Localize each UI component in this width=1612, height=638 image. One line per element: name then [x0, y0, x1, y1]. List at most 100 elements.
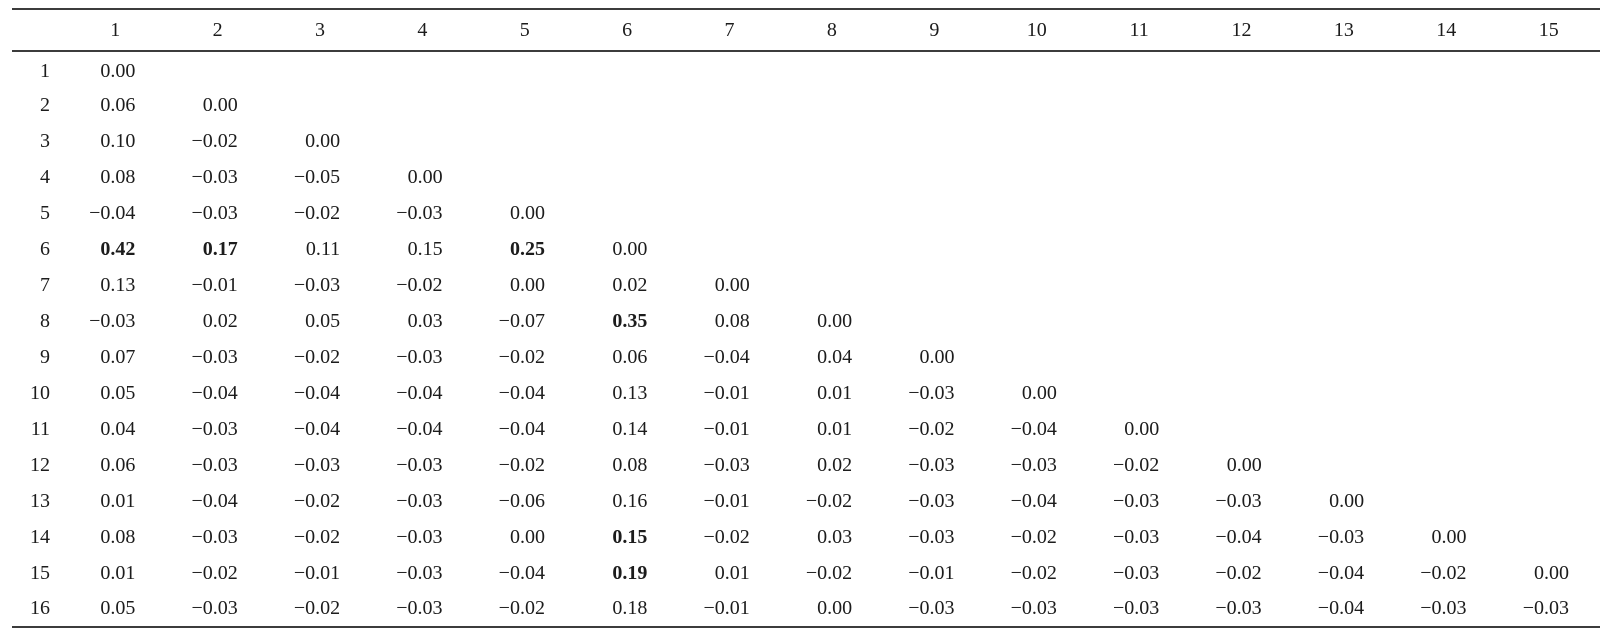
empty-cell — [1190, 159, 1292, 195]
matrix-cell: 0.13 — [100, 273, 136, 296]
table-row: 8 −0.03 0.02 0.05 0.03 −0.07 0.35 0.08 0.00 — [12, 303, 1600, 339]
row-label: 7 — [40, 273, 50, 296]
empty-cell — [1395, 267, 1497, 303]
empty-cell — [781, 123, 883, 159]
matrix-cell: 0.05 — [100, 597, 136, 619]
matrix-cell: −0.03 — [396, 525, 443, 548]
matrix-cell: 0.08 — [714, 309, 750, 332]
empty-cell — [1395, 231, 1497, 267]
matrix-cell: −0.03 — [908, 525, 955, 548]
empty-cell — [678, 159, 780, 195]
empty-cell — [883, 123, 985, 159]
table-body: 1 0.00 2 0.06 0.00 3 0.10 −0.02 0.00 4 0.08 −0.03 −0… — [12, 51, 1600, 627]
matrix-cell: 0.19 — [612, 561, 648, 584]
matrix-cell: −0.02 — [703, 525, 750, 548]
matrix-cell: −0.02 — [805, 561, 853, 584]
empty-cell — [1293, 159, 1395, 195]
row-label: 1 — [40, 60, 50, 82]
matrix-cell: −0.04 — [293, 417, 341, 440]
matrix-cell: 0.05 — [305, 309, 341, 332]
empty-cell — [781, 231, 883, 267]
empty-cell — [474, 87, 576, 123]
matrix-cell: −0.02 — [498, 453, 545, 476]
matrix-cell: −0.03 — [1113, 597, 1160, 619]
matrix-cell: −0.03 — [1113, 525, 1160, 548]
matrix-cell: −0.04 — [1317, 597, 1365, 619]
empty-cell — [1293, 231, 1395, 267]
table-row: 5 −0.04 −0.03 −0.02 −0.03 0.00 — [12, 195, 1600, 231]
empty-cell — [1088, 339, 1190, 375]
column-header: 3 — [268, 9, 372, 52]
column-header: 14 — [1395, 9, 1498, 52]
matrix-cell: −0.03 — [293, 453, 341, 476]
matrix-cell: −0.04 — [89, 201, 136, 224]
empty-cell — [986, 123, 1088, 159]
matrix-cell: 0.35 — [612, 309, 648, 332]
empty-cell — [1190, 231, 1292, 267]
empty-cell — [1088, 195, 1190, 231]
table-row: 14 0.08 −0.03 −0.02 −0.03 0.00 0.15 −0.02 0.03 −0… — [12, 519, 1600, 555]
matrix-cell: 0.02 — [612, 273, 648, 296]
matrix-cell: 0.11 — [305, 237, 341, 260]
empty-cell — [474, 51, 576, 87]
matrix-cell: 0.00 — [509, 525, 545, 548]
matrix-cell: 0.01 — [100, 489, 136, 512]
matrix-cell: −0.04 — [396, 417, 443, 440]
matrix-cell: −0.04 — [396, 381, 443, 404]
empty-cell — [781, 159, 883, 195]
matrix-cell: −0.05 — [293, 165, 341, 188]
matrix-cell: 0.17 — [202, 237, 238, 260]
matrix-cell: −0.03 — [703, 453, 750, 476]
empty-cell — [1497, 267, 1600, 303]
matrix-cell: −0.02 — [396, 273, 443, 296]
empty-cell — [1088, 51, 1190, 87]
empty-cell — [883, 231, 985, 267]
row-label: 3 — [40, 129, 50, 152]
empty-cell — [986, 87, 1088, 123]
matrix-cell: 0.02 — [817, 453, 853, 476]
matrix-cell: −0.03 — [191, 597, 238, 619]
empty-cell — [1497, 303, 1600, 339]
empty-cell — [986, 159, 1088, 195]
matrix-cell: −0.03 — [191, 201, 238, 224]
matrix-cell: −0.03 — [293, 273, 341, 296]
matrix-cell: −0.01 — [703, 597, 750, 619]
matrix-cell: −0.04 — [498, 561, 545, 584]
matrix-cell: 0.00 — [305, 129, 341, 152]
matrix-cell: −0.04 — [498, 381, 545, 404]
empty-cell — [1497, 195, 1600, 231]
empty-cell — [1190, 267, 1292, 303]
column-header: 9 — [883, 9, 986, 52]
column-header: 12 — [1190, 9, 1293, 52]
empty-cell — [1190, 339, 1292, 375]
matrix-cell: −0.03 — [1317, 525, 1365, 548]
table-row: 7 0.13 −0.01 −0.03 −0.02 0.00 0.02 0.00 — [12, 267, 1600, 303]
matrix-cell: 0.05 — [100, 381, 136, 404]
matrix-cell: −0.01 — [908, 561, 955, 584]
matrix-cell: 0.00 — [407, 165, 443, 188]
corner-cell — [12, 9, 64, 52]
matrix-cell: −0.07 — [498, 309, 545, 332]
empty-cell — [1190, 195, 1292, 231]
matrix-cell: −0.03 — [396, 345, 443, 368]
matrix-cell: 0.15 — [612, 525, 648, 548]
empty-cell — [883, 87, 985, 123]
matrix-cell: −0.02 — [293, 489, 341, 512]
row-label: 6 — [40, 237, 50, 260]
empty-cell — [1395, 447, 1497, 483]
column-header: 10 — [985, 9, 1088, 52]
table-row: 11 0.04 −0.03 −0.04 −0.04 −0.04 0.14 −0.01 0.01 −… — [12, 411, 1600, 447]
empty-cell — [576, 51, 678, 87]
empty-cell — [1497, 231, 1600, 267]
matrix-cell: −0.03 — [1010, 597, 1057, 619]
matrix-cell: −0.03 — [396, 561, 443, 584]
column-header: 15 — [1497, 9, 1600, 52]
matrix-cell: −0.03 — [1113, 489, 1160, 512]
matrix-cell: −0.02 — [293, 345, 341, 368]
matrix-cell: −0.03 — [396, 597, 443, 619]
row-label: 14 — [30, 525, 50, 548]
empty-cell — [1497, 123, 1600, 159]
matrix-cell: 0.13 — [612, 381, 648, 404]
empty-cell — [1293, 339, 1395, 375]
column-header: 4 — [371, 9, 474, 52]
